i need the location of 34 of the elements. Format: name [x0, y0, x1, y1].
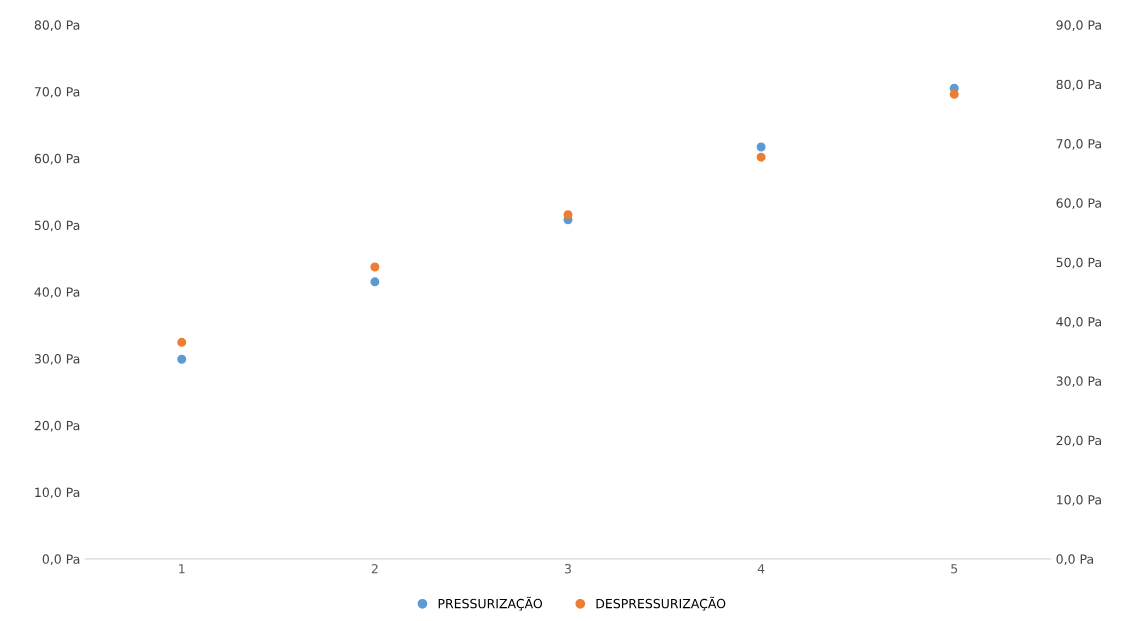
y-tick-label: 50,0 Pa	[34, 220, 80, 232]
y2-tick-label: 80,0 Pa	[1056, 79, 1101, 91]
y2-tick-label: 90,0 Pa	[1056, 20, 1101, 32]
y-tick-label: 40,0 Pa	[34, 287, 80, 299]
y2-tick-label: 60,0 Pa	[1056, 198, 1101, 210]
y-tick-label: 30,0 Pa	[34, 354, 80, 365]
y2-tick-label: 0,0 Pa	[1056, 554, 1094, 566]
x-tick-label: 4	[757, 564, 765, 574]
y2-tick-label: 20,0 Pa	[1056, 435, 1101, 447]
y2-tick-label: 70,0 Pa	[1056, 138, 1101, 150]
point	[370, 262, 380, 272]
point	[756, 152, 766, 162]
x-tick-label: 3	[564, 563, 571, 574]
y-tick-label: 80,0 Pa	[34, 20, 80, 32]
y-tick-label: 20,0 Pa	[34, 420, 80, 432]
y2-tick-label: 50,0 Pa	[1056, 257, 1101, 269]
legend-label: PRESSURIZAÇÃO	[438, 596, 543, 611]
y-tick-label: 0,0 Pa	[42, 554, 80, 566]
x-tick-label: 5	[951, 564, 958, 574]
y-tick-label: 10,0 Pa	[35, 487, 80, 499]
point	[756, 142, 766, 152]
y2-tick-label: 10,0 Pa	[1057, 495, 1101, 506]
y-tick-label: 60,0 Pa	[34, 153, 80, 165]
point	[177, 354, 187, 364]
legend-label: DESPRESSURIZAÇÃO	[596, 596, 726, 611]
x-tick-label: 1	[179, 564, 185, 574]
y-tick-label: 70,0 Pa	[34, 87, 80, 98]
x-tick-label: 2	[371, 563, 378, 574]
point	[949, 89, 959, 99]
y2-tick-label: 40,0 Pa	[1056, 317, 1101, 328]
point	[177, 337, 187, 347]
point	[370, 277, 380, 287]
y2-tick-label: 30,0 Pa	[1056, 376, 1101, 388]
point	[563, 210, 573, 220]
